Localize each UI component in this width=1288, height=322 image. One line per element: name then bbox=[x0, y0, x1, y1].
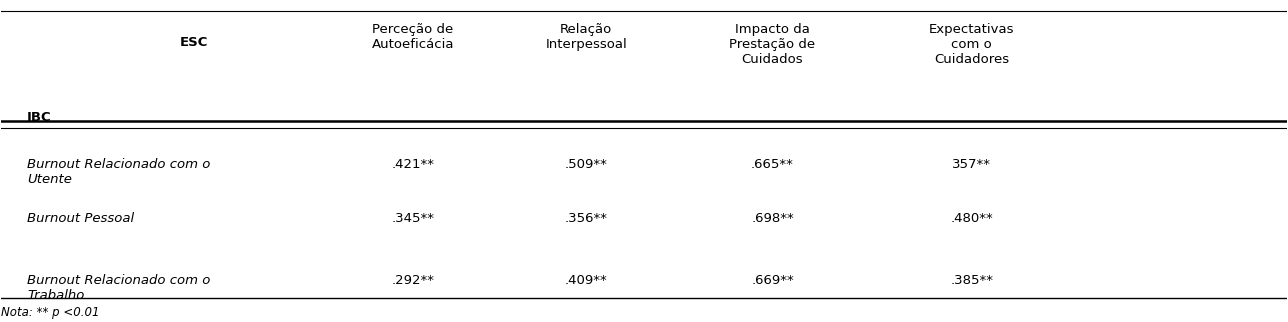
Text: .665**: .665** bbox=[751, 158, 793, 171]
Text: .292**: .292** bbox=[392, 274, 434, 287]
Text: .385**: .385** bbox=[951, 274, 993, 287]
Text: Impacto da
Prestação de
Cuidados: Impacto da Prestação de Cuidados bbox=[729, 24, 815, 66]
Text: Burnout Relacionado com o
Utente: Burnout Relacionado com o Utente bbox=[27, 158, 210, 186]
Text: Burnout Pessoal: Burnout Pessoal bbox=[27, 212, 134, 224]
Text: Relação
Interpessoal: Relação Interpessoal bbox=[545, 24, 627, 51]
Text: .421**: .421** bbox=[392, 158, 434, 171]
Text: .345**: .345** bbox=[392, 212, 434, 224]
Text: .480**: .480** bbox=[951, 212, 993, 224]
Text: Expectativas
com o
Cuidadores: Expectativas com o Cuidadores bbox=[929, 24, 1015, 66]
Text: ESC: ESC bbox=[180, 36, 209, 49]
Text: 357**: 357** bbox=[952, 158, 992, 171]
Text: Perceção de
Autoeficácia: Perceção de Autoeficácia bbox=[371, 24, 453, 51]
Text: .698**: .698** bbox=[751, 212, 793, 224]
Text: .509**: .509** bbox=[564, 158, 608, 171]
Text: IBC: IBC bbox=[27, 111, 52, 124]
Text: Burnout Relacionado com o
Trabalho: Burnout Relacionado com o Trabalho bbox=[27, 274, 210, 302]
Text: .409**: .409** bbox=[565, 274, 608, 287]
Text: .356**: .356** bbox=[564, 212, 608, 224]
Text: Nota: ** p <0.01: Nota: ** p <0.01 bbox=[1, 306, 100, 319]
Text: .669**: .669** bbox=[751, 274, 793, 287]
